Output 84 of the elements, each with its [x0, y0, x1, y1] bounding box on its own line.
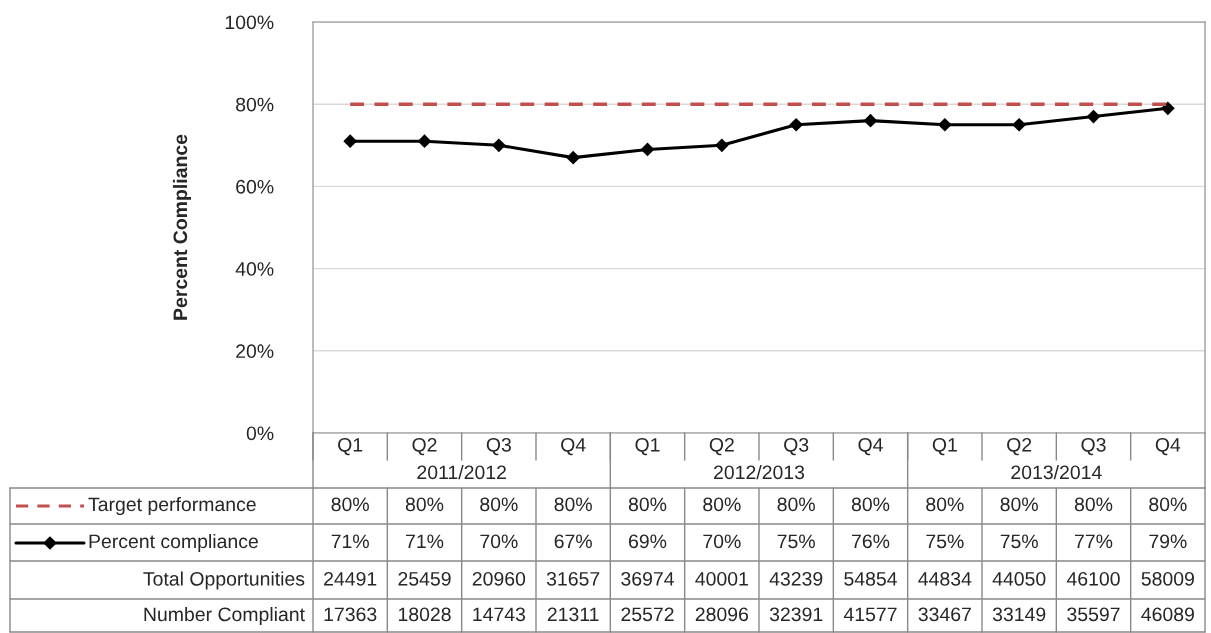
text: Total Opportunities — [143, 571, 305, 590]
text: 2013/2014 — [1011, 464, 1102, 480]
text: 21311 — [547, 607, 599, 622]
point — [714, 138, 729, 153]
text: Number Compliant — [144, 606, 305, 626]
x-tick-label: Q3 — [1081, 437, 1106, 456]
x-tick-label: Q3 — [486, 437, 511, 456]
x-tick-label: Q4 — [561, 437, 586, 456]
y-tick-label: 80% — [236, 97, 274, 112]
text: 25459 — [398, 571, 451, 586]
point — [343, 134, 358, 149]
data-label: 67% — [554, 534, 592, 549]
text: 2012/2013 — [714, 464, 805, 480]
text: 40001 — [695, 571, 748, 586]
text: 24491 — [324, 571, 377, 586]
text: 32391 — [769, 607, 823, 622]
text: 33149 — [992, 607, 1046, 622]
text: 44050 — [992, 571, 1046, 586]
point — [417, 134, 432, 149]
x-tick-label: Q4 — [858, 437, 883, 456]
data-label: 76% — [852, 534, 890, 549]
text: 28096 — [695, 607, 749, 622]
text: 25572 — [621, 607, 674, 622]
data-label: 80% — [331, 497, 369, 512]
data-label: 80% — [1000, 497, 1038, 512]
data-label: 80% — [554, 497, 592, 512]
x-tick-label: Q1 — [338, 437, 363, 456]
text: 31657 — [546, 571, 600, 586]
point — [789, 117, 804, 132]
data-label: 79% — [1149, 534, 1187, 549]
text: 2011/2012 — [417, 464, 506, 480]
point — [1160, 101, 1175, 116]
y-tick-label: 60% — [236, 179, 274, 194]
data-label: 80% — [703, 497, 741, 512]
y-tick-label: 100% — [225, 15, 274, 30]
text: 46100 — [1066, 571, 1120, 586]
data-label: 80% — [851, 497, 890, 512]
text: 41577 — [843, 607, 897, 622]
y-tick-label: 40% — [235, 262, 274, 276]
data-label: 80% — [405, 497, 444, 512]
text: 35597 — [1067, 607, 1120, 622]
data-label: 71% — [331, 534, 369, 549]
text: 54854 — [844, 571, 897, 586]
data-label: 80% — [628, 497, 667, 512]
data-label: 80% — [777, 497, 815, 512]
text: 17363 — [324, 607, 377, 622]
data-label: 75% — [777, 534, 815, 549]
data-label: 71% — [406, 534, 444, 549]
y-axis-title: Percent Compliance — [172, 134, 192, 320]
text: 46089 — [1141, 607, 1194, 622]
data-label: 80% — [926, 497, 964, 512]
x-tick-label: Q4 — [1155, 437, 1181, 456]
point — [566, 150, 581, 165]
x-tick-label: Q1 — [635, 437, 660, 456]
data-label: 69% — [629, 534, 667, 549]
x-tick-label: Q2 — [709, 437, 734, 456]
data-label: 80% — [480, 497, 518, 512]
data-label: 80% — [1149, 497, 1187, 512]
data-label: 70% — [703, 534, 741, 549]
text: 33467 — [918, 607, 971, 622]
data-label: 80% — [1074, 497, 1113, 512]
point — [491, 138, 506, 153]
x-tick-label: Q1 — [932, 437, 957, 456]
point — [937, 117, 952, 132]
x-tick-label: Q2 — [1007, 437, 1032, 456]
text: 36974 — [621, 571, 674, 586]
data-label: 75% — [926, 534, 964, 549]
text: 20960 — [472, 571, 526, 586]
text: 44834 — [918, 571, 972, 586]
legend-label: Percent compliance — [89, 533, 258, 553]
text: 43239 — [769, 571, 823, 586]
x-tick-label: Q2 — [412, 437, 437, 456]
data-label: 75% — [1000, 534, 1038, 549]
y-tick-label: 0% — [246, 426, 274, 441]
data-label: 77% — [1075, 534, 1113, 549]
text: 18028 — [398, 607, 451, 622]
point — [1012, 117, 1027, 132]
text: 58009 — [1141, 571, 1194, 586]
legend-label: Target performance — [88, 496, 256, 516]
x-tick-label: Q3 — [784, 437, 809, 456]
text: 14743 — [473, 607, 526, 622]
point — [863, 113, 878, 128]
data-label: 70% — [480, 534, 518, 549]
y-tick-label: 20% — [236, 344, 274, 359]
